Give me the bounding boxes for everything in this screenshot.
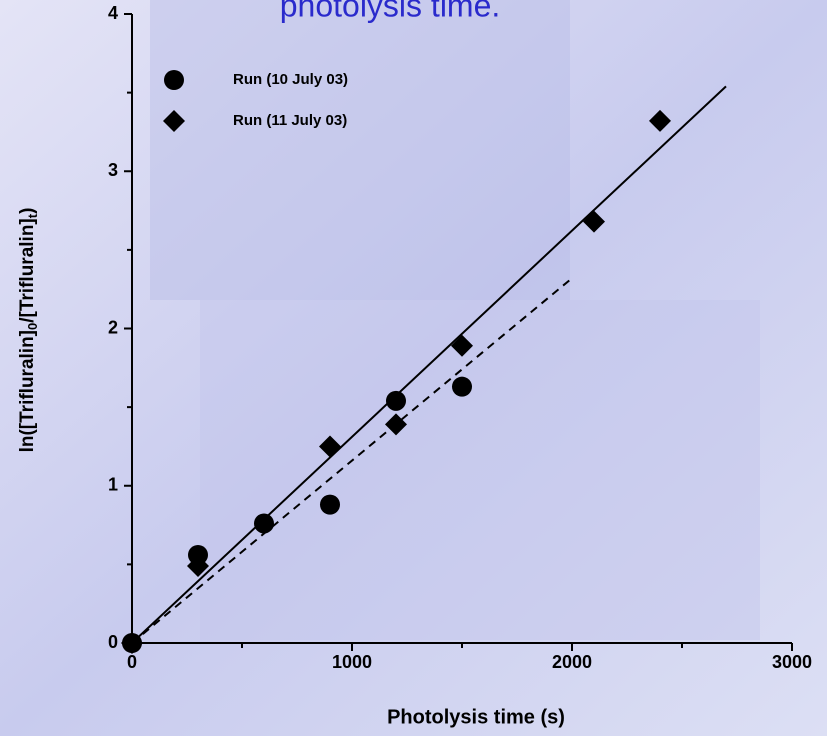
- legend-label: Run (10 July 03): [233, 71, 348, 88]
- y-label-part: /[Trifluralin]: [17, 218, 38, 323]
- y-tick-label: 0: [108, 632, 118, 652]
- fit-line: [131, 277, 573, 644]
- legend-label: Run (11 July 03): [233, 112, 347, 129]
- point-circle: [188, 544, 208, 565]
- x-axis-label: Photolysis time (s): [387, 706, 565, 728]
- y-label-sub: t: [25, 213, 40, 218]
- y-label-sub: 0: [25, 323, 40, 330]
- point-circle: [254, 513, 274, 534]
- point-diamond: [319, 435, 341, 458]
- x-tick-label: 0: [127, 652, 137, 672]
- legend-marker: [164, 70, 184, 90]
- x-tick-label: 1000: [332, 652, 372, 672]
- y-label-part: ln([Trifluralin]: [17, 330, 38, 452]
- chart-title: photolysis time.: [280, 0, 501, 23]
- point-circle: [386, 390, 406, 411]
- y-axis-label: ln([Trifluralin]0/[Trifluralin]t): [17, 208, 40, 453]
- point-diamond: [583, 210, 605, 233]
- point-diamond: [451, 334, 473, 357]
- point-diamond: [187, 554, 209, 577]
- point-diamond: [121, 632, 143, 654]
- y-tick-label: 1: [108, 475, 118, 495]
- x-tick-label: 3000: [772, 652, 812, 672]
- x-tick-label: 2000: [552, 652, 592, 672]
- point-diamond: [649, 109, 671, 132]
- fit-line: [131, 85, 727, 644]
- background-building: [150, 0, 570, 300]
- legend-marker: [163, 110, 185, 132]
- y-tick-label: 3: [108, 160, 118, 180]
- y-tick-label: 4: [108, 3, 118, 23]
- y-tick-label: 2: [108, 317, 118, 337]
- point-diamond: [385, 413, 407, 436]
- background-building: [200, 300, 760, 640]
- point-circle: [320, 494, 340, 515]
- point-circle: [452, 376, 472, 397]
- y-label-part: ): [17, 208, 38, 214]
